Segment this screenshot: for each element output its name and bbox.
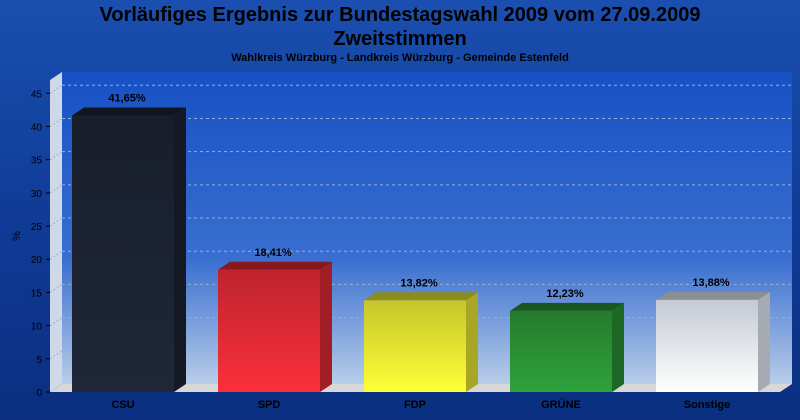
y-tick-label: 45 xyxy=(31,89,43,100)
plot-left-wall xyxy=(50,72,62,392)
bar-side xyxy=(466,292,478,392)
chart-title-line2: Zweitstimmen xyxy=(333,28,467,50)
y-tick-label: 10 xyxy=(31,322,43,333)
value-label: 13,88% xyxy=(692,277,730,289)
bar-1 xyxy=(218,269,320,392)
grid-line-side xyxy=(49,250,63,260)
y-tick-label: 0 xyxy=(36,388,42,399)
grid-line-side xyxy=(49,118,63,127)
bar-side xyxy=(612,302,624,392)
grid-line-side xyxy=(49,84,63,94)
chart-subtitle: Wahlkreis Würzburg - Landkreis Würzburg … xyxy=(231,52,569,64)
bar-side xyxy=(758,291,770,392)
bar-top xyxy=(218,261,332,270)
y-tick-label: 30 xyxy=(31,189,43,200)
x-tick-label: CSU xyxy=(111,399,134,411)
bar-top xyxy=(72,107,186,116)
chart-title-line1: Vorläufiges Ergebnis zur Bundestagswahl … xyxy=(99,4,701,26)
y-axis-label: % xyxy=(11,231,23,241)
bar-top xyxy=(510,302,624,311)
grid-line-side xyxy=(49,217,63,227)
x-tick-label: SPD xyxy=(258,399,281,411)
value-label: 12,23% xyxy=(546,288,584,300)
value-label: 41,65% xyxy=(108,93,146,105)
y-tick-label: 40 xyxy=(31,122,43,133)
grid-line-side xyxy=(49,317,63,327)
bar-top xyxy=(364,292,478,301)
grid-line-side xyxy=(49,284,63,293)
grid-line-side xyxy=(49,151,63,161)
bar-4 xyxy=(656,299,758,392)
grid-line-side xyxy=(49,184,63,194)
y-tick-label: 35 xyxy=(31,156,43,167)
y-tick-label: 20 xyxy=(31,255,43,266)
y-tick-label: 5 xyxy=(36,355,42,366)
chart-title: Vorläufiges Ergebnis zur Bundestagswahl … xyxy=(0,3,800,51)
x-tick-label: Sonstige xyxy=(684,399,730,411)
x-tick-label: GRÜNE xyxy=(541,398,581,411)
value-label: 13,82% xyxy=(400,277,438,289)
bar-2 xyxy=(364,300,466,392)
bar-3 xyxy=(510,310,612,392)
bar-0 xyxy=(72,115,174,392)
bar-side xyxy=(320,261,332,392)
value-label: 18,41% xyxy=(254,247,292,259)
y-tick-label: 15 xyxy=(31,288,43,299)
x-tick-label: FDP xyxy=(404,399,426,411)
grid-line-side xyxy=(49,350,63,360)
y-tick-label: 25 xyxy=(31,222,43,233)
bar-top xyxy=(656,291,770,300)
bar-side xyxy=(174,107,186,392)
